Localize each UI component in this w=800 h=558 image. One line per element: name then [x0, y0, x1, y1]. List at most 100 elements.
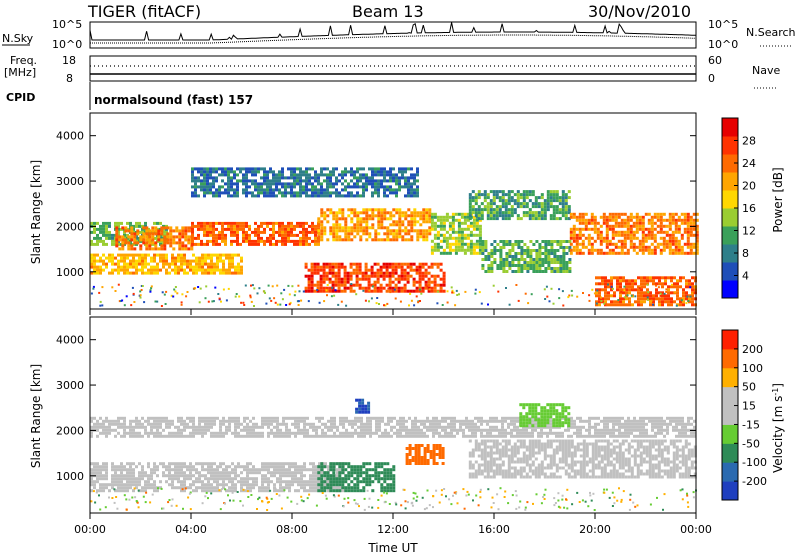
heatmap-cell	[239, 243, 242, 246]
heatmap-cell	[371, 176, 374, 179]
heatmap-cell	[532, 270, 535, 273]
heatmap-cell	[141, 266, 144, 269]
heatmap-speckle	[558, 297, 560, 299]
heatmap-cell	[198, 474, 201, 477]
heatmap-cell	[556, 193, 559, 196]
heatmap-cell	[206, 176, 209, 179]
heatmap-cell	[588, 435, 591, 438]
heatmap-cell	[129, 435, 132, 438]
heatmap-cell	[120, 417, 123, 420]
heatmap-cell	[123, 266, 126, 269]
heatmap-cell	[437, 225, 440, 228]
heatmap-cell	[102, 240, 105, 243]
heatmap-cell	[230, 243, 233, 246]
heatmap-cell	[198, 471, 201, 474]
heatmap-cell	[600, 237, 603, 240]
heatmap-cell	[204, 462, 207, 465]
heatmap-cell	[681, 246, 684, 249]
heatmap-cell	[111, 254, 114, 257]
heatmap-cell	[410, 229, 413, 232]
heatmap-cell	[603, 432, 606, 435]
heatmap-cell	[550, 190, 553, 193]
heatmap-cell	[99, 266, 102, 269]
heatmap-cell	[459, 420, 462, 423]
heatmap-cell	[522, 429, 525, 432]
heatmap-cell	[108, 426, 111, 429]
heatmap-cell	[93, 426, 96, 429]
heatmap-cell	[311, 287, 314, 290]
heatmap-cell	[621, 234, 624, 237]
heatmap-cell	[230, 194, 233, 197]
heatmap-cell	[212, 231, 215, 234]
heatmap-cell	[669, 423, 672, 426]
heatmap-cell	[366, 420, 369, 423]
heatmap-cell	[257, 237, 260, 240]
heatmap-cell	[344, 290, 347, 293]
heatmap-cell	[556, 267, 559, 270]
heatmap-speckle	[419, 289, 421, 291]
heatmap-cell	[126, 480, 129, 483]
heatmap-cell	[591, 228, 594, 231]
heatmap-cell	[257, 182, 260, 185]
heatmap-cell	[171, 269, 174, 272]
heatmap-cell	[481, 202, 484, 205]
heatmap-cell	[150, 269, 153, 272]
heatmap-cell	[371, 217, 374, 220]
heatmap-cell	[517, 246, 520, 249]
heatmap-cell	[573, 234, 576, 237]
heatmap-cell	[469, 202, 472, 205]
heatmap-cell	[447, 435, 450, 438]
heatmap-cell	[189, 420, 192, 423]
heatmap-cell	[669, 228, 672, 231]
heatmap-cell	[135, 477, 138, 480]
heatmap-cell	[365, 263, 368, 266]
heatmap-cell	[585, 420, 588, 423]
heatmap-cell	[498, 429, 501, 432]
heatmap-cell	[162, 266, 165, 269]
heatmap-cell	[651, 231, 654, 234]
heatmap-cell	[579, 249, 582, 252]
heatmap-cell	[121, 226, 124, 229]
heatmap-cell	[395, 284, 398, 287]
heatmap-cell	[166, 235, 169, 238]
heatmap-cell	[221, 234, 224, 237]
heatmap-cell	[532, 267, 535, 270]
heatmap-cell	[245, 191, 248, 194]
heatmap-cell	[139, 238, 142, 241]
heatmap-cell	[387, 435, 390, 438]
heatmap-cell	[224, 234, 227, 237]
heatmap-cell	[616, 288, 619, 291]
heatmap-cell	[658, 282, 661, 285]
heatmap-cell	[687, 246, 690, 249]
heatmap-cell	[383, 170, 386, 173]
heatmap-cell	[380, 266, 383, 269]
heatmap-cell	[513, 417, 516, 420]
heatmap-cell	[284, 191, 287, 194]
heatmap-cell	[576, 249, 579, 252]
heatmap-cell	[321, 423, 324, 426]
heatmap-cell	[132, 432, 135, 435]
heatmap-speckle	[474, 293, 476, 295]
heatmap-cell	[216, 477, 219, 480]
heatmap-cell	[203, 179, 206, 182]
heatmap-cell	[585, 237, 588, 240]
heatmap-cell	[612, 237, 615, 240]
heatmap-cell	[228, 474, 231, 477]
heatmap-cell	[105, 263, 108, 266]
heatmap-cell	[293, 191, 296, 194]
heatmap-cell	[321, 417, 324, 420]
heatmap-cell	[362, 182, 365, 185]
heatmap-cell	[490, 252, 493, 255]
heatmap-cell	[462, 429, 465, 432]
heatmap-cell	[371, 179, 374, 182]
heatmap-cell	[278, 225, 281, 228]
heatmap-cell	[123, 257, 126, 260]
heatmap-cell	[129, 254, 132, 257]
heatmap-cell	[210, 483, 213, 486]
heatmap-cell	[323, 194, 326, 197]
heatmap-cell	[487, 217, 490, 220]
heatmap-cell	[288, 432, 291, 435]
heatmap-cell	[404, 182, 407, 185]
heatmap-cell	[248, 243, 251, 246]
heatmap-cell	[640, 279, 643, 282]
